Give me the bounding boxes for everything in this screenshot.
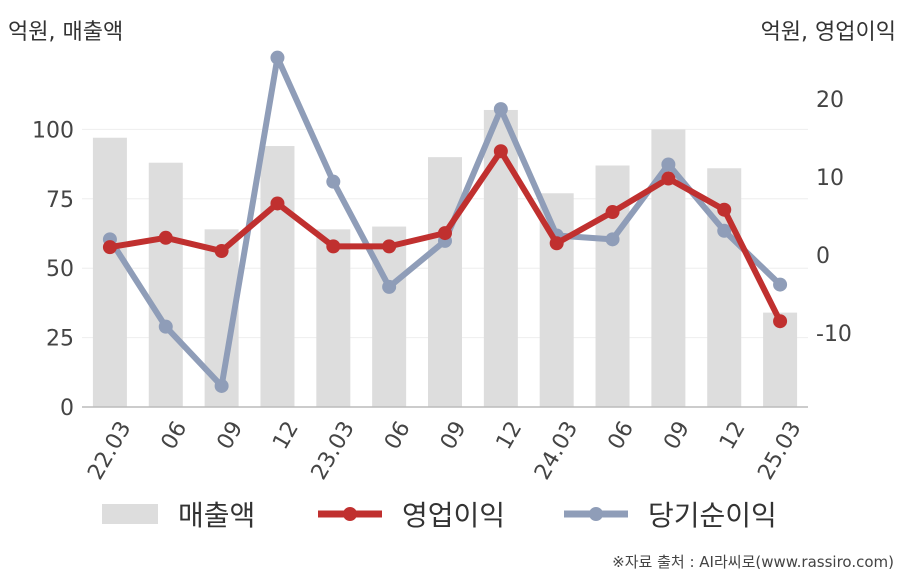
point-operating-profit bbox=[661, 171, 676, 186]
legend-swatch-revenue bbox=[102, 504, 158, 524]
left-tick-label: 75 bbox=[46, 188, 74, 213]
x-tick-label: 09 bbox=[659, 417, 695, 454]
point-net-income bbox=[270, 50, 285, 65]
x-tick-label: 12 bbox=[492, 417, 528, 454]
x-tick-label: 06 bbox=[157, 417, 193, 454]
point-net-income bbox=[661, 157, 676, 172]
point-net-income bbox=[382, 279, 397, 294]
right-tick-label: -10 bbox=[816, 322, 852, 347]
bar-revenue bbox=[483, 109, 518, 407]
point-operating-profit bbox=[717, 202, 732, 217]
right-tick-label: 10 bbox=[816, 166, 844, 191]
legend-swatch-net-income bbox=[564, 507, 628, 521]
point-operating-profit bbox=[102, 240, 117, 255]
x-tick-label: 09 bbox=[436, 417, 472, 454]
left-axis-unit: 억원, 매출액 bbox=[8, 20, 124, 45]
legend-label-net-income: 당기순이익 bbox=[648, 499, 777, 532]
x-tick-label: 09 bbox=[212, 417, 248, 454]
point-operating-profit bbox=[438, 226, 452, 241]
point-operating-profit bbox=[158, 230, 173, 245]
point-net-income bbox=[326, 174, 341, 189]
legend-label-revenue: 매출액 bbox=[178, 499, 256, 532]
x-tick-label: 22.03 bbox=[83, 417, 136, 484]
x-tick-label: 24.03 bbox=[530, 417, 583, 484]
bar-revenue bbox=[92, 137, 127, 407]
left-tick-label: 0 bbox=[60, 396, 74, 421]
point-operating-profit bbox=[549, 236, 564, 251]
x-tick-label: 06 bbox=[603, 417, 639, 454]
point-operating-profit bbox=[493, 144, 508, 159]
point-net-income bbox=[605, 232, 620, 247]
point-operating-profit bbox=[326, 239, 341, 254]
point-operating-profit bbox=[270, 196, 285, 211]
right-axis-unit: 억원, 영업이익 bbox=[760, 20, 896, 45]
right-tick-label: 0 bbox=[816, 244, 830, 269]
bar-revenue bbox=[372, 226, 407, 407]
legend: 매출액 영업이익 당기순이익 bbox=[0, 492, 908, 536]
legend-item-revenue: 매출액 bbox=[102, 492, 255, 536]
point-net-income bbox=[493, 102, 508, 117]
point-net-income bbox=[214, 378, 229, 393]
point-net-income bbox=[773, 277, 788, 292]
x-tick-label: 23.03 bbox=[307, 417, 360, 484]
point-operating-profit bbox=[382, 239, 397, 254]
bar-revenue bbox=[148, 162, 183, 407]
legend-swatch-operating-profit bbox=[318, 507, 382, 521]
bar-revenue bbox=[260, 146, 295, 407]
legend-label-operating-profit: 영업이익 bbox=[402, 499, 506, 532]
point-net-income bbox=[158, 319, 173, 334]
left-tick-label: 25 bbox=[46, 327, 74, 352]
x-tick-label: 12 bbox=[715, 417, 751, 454]
bar-revenue bbox=[763, 312, 798, 407]
x-tick-label: 25.03 bbox=[753, 417, 806, 484]
point-operating-profit bbox=[773, 314, 788, 329]
left-tick-label: 100 bbox=[32, 118, 74, 143]
point-operating-profit bbox=[214, 244, 229, 259]
x-tick-label: 06 bbox=[380, 417, 416, 454]
source-credit: ※자료 출처 : AI라씨로(www.rassiro.com) bbox=[612, 553, 894, 571]
bar-revenue bbox=[428, 157, 462, 407]
point-operating-profit bbox=[605, 205, 620, 220]
x-tick-label: 12 bbox=[268, 417, 304, 454]
right-tick-label: 20 bbox=[816, 88, 844, 113]
point-net-income bbox=[717, 223, 732, 238]
legend-item-operating-profit: 영업이익 bbox=[318, 492, 505, 536]
legend-item-net-income: 당기순이익 bbox=[564, 492, 777, 536]
bar-revenue bbox=[316, 229, 351, 407]
left-tick-label: 50 bbox=[46, 257, 74, 282]
